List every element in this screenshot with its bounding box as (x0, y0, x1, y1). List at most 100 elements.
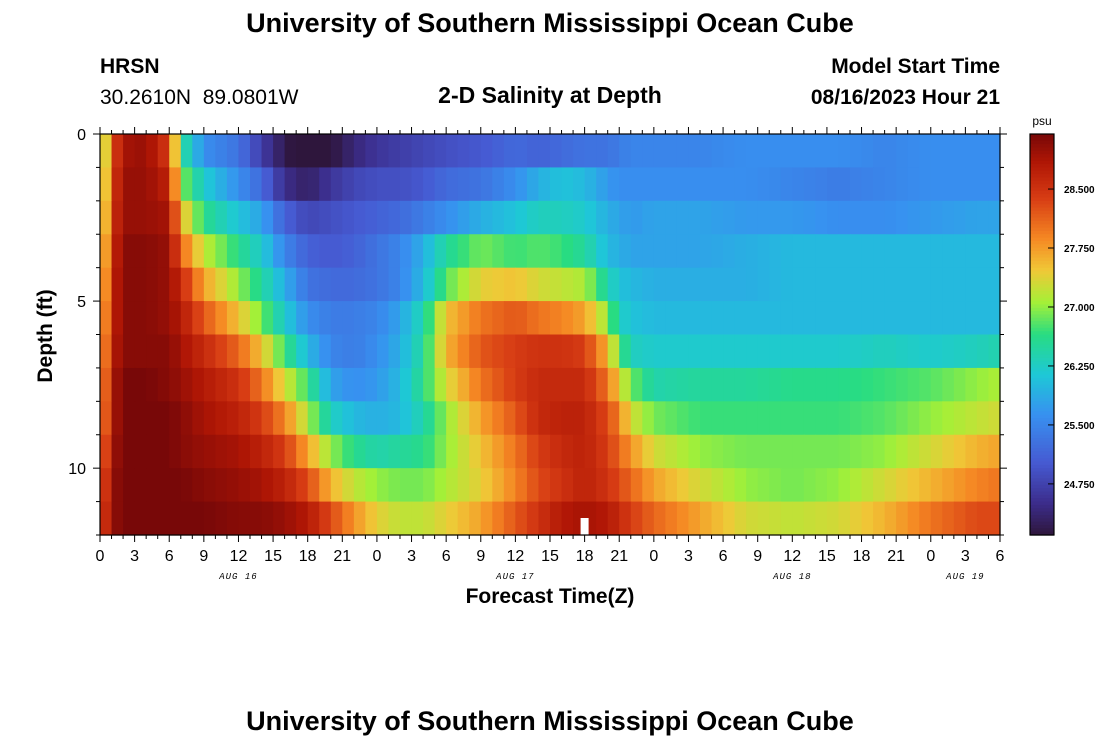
heatmap-cell (180, 401, 193, 436)
colorbar-segment (1030, 150, 1054, 155)
heatmap-cell (757, 267, 770, 302)
heatmap-cell (976, 468, 990, 503)
heatmap-cell (250, 367, 263, 402)
colorbar-segment (1030, 311, 1054, 316)
heatmap-cell (238, 401, 251, 436)
heatmap-cell (746, 334, 759, 369)
colorbar-segment (1030, 448, 1054, 453)
heatmap-cell (100, 501, 113, 536)
heatmap-cell (146, 267, 159, 302)
heatmap-cell (342, 234, 355, 269)
colorbar: 28.500 27.750 27.000 26.250 25.500 24.750 (1029, 133, 1095, 536)
heatmap-cell (411, 234, 424, 269)
heatmap-cell (815, 234, 828, 269)
heatmap-cell (319, 501, 332, 536)
colorbar-segment (1030, 354, 1054, 359)
heatmap-cell (203, 401, 216, 436)
heatmap-cell (388, 301, 401, 336)
heatmap-cell (342, 267, 355, 302)
heatmap-cell (976, 267, 990, 302)
heatmap-cell (376, 501, 390, 536)
heatmap-cell (930, 401, 943, 436)
colorbar-segment (1030, 458, 1054, 463)
heatmap-cell (284, 267, 297, 302)
colorbar-segment (1030, 397, 1054, 402)
heatmap-cell (561, 200, 574, 235)
heatmap-cell (250, 167, 263, 202)
heatmap-cell (273, 200, 286, 235)
heatmap-cell (757, 167, 770, 202)
heatmap-cell (446, 501, 459, 536)
heatmap-cell (676, 167, 690, 202)
colorbar-segment (1030, 200, 1054, 205)
heatmap-cell (388, 468, 401, 503)
heatmap-cell (815, 434, 828, 469)
heatmap-cell (988, 234, 1001, 269)
heatmap-cell (803, 434, 816, 469)
heatmap-cell (480, 334, 493, 369)
heatmap-cell (942, 200, 955, 235)
heatmap-cell (746, 434, 759, 469)
heatmap-cell (861, 167, 874, 202)
heatmap-cell (803, 468, 816, 503)
heatmap-cell (526, 167, 540, 202)
heatmap-cell (226, 401, 240, 436)
heatmap-cell (930, 334, 943, 369)
heatmap-cell (192, 301, 205, 336)
heatmap-cell (111, 301, 124, 336)
heatmap-cell (480, 501, 493, 536)
colorbar-segment (1030, 247, 1054, 252)
x-tick-label: 6 (442, 548, 451, 565)
colorbar-segment (1030, 374, 1054, 379)
heatmap-cell (492, 267, 505, 302)
heatmap-cell (100, 434, 113, 469)
heatmap-cell (365, 200, 378, 235)
heatmap-cell (573, 334, 586, 369)
heatmap-cell (930, 234, 943, 269)
heatmap-cell (826, 401, 840, 436)
colorbar-segment (1030, 364, 1054, 369)
heatmap-cell (146, 401, 159, 436)
heatmap-cell (123, 468, 136, 503)
heatmap-cell (203, 200, 216, 235)
colorbar-segment (1030, 528, 1054, 533)
heatmap-cell (273, 167, 286, 202)
colorbar-segment (1030, 324, 1054, 329)
heatmap-cell (653, 267, 666, 302)
colorbar-segment (1030, 137, 1054, 142)
heatmap-cell (203, 167, 216, 202)
heatmap-cell (953, 367, 966, 402)
heatmap-cell (630, 134, 643, 169)
x-tick-label: 0 (926, 548, 935, 565)
heatmap-cell (757, 468, 770, 503)
colorbar-segment (1030, 184, 1054, 189)
heatmap-cell (111, 334, 124, 369)
heatmap-cell (492, 200, 505, 235)
heatmap-cell (746, 367, 759, 402)
heatmap-cell (584, 200, 597, 235)
heatmap-cell (873, 267, 886, 302)
heatmap-cell (688, 134, 701, 169)
heatmap-cell (238, 200, 251, 235)
heatmap-cell (100, 401, 113, 436)
heatmap-cell (850, 267, 863, 302)
colorbar-segment (1030, 174, 1054, 179)
heatmap-cell (826, 234, 840, 269)
heatmap-cell (873, 501, 886, 536)
heatmap-cell (653, 234, 666, 269)
heatmap-cell (780, 468, 793, 503)
heatmap-cell (965, 367, 978, 402)
colorbar-segment (1030, 434, 1054, 439)
heatmap-cell (411, 334, 424, 369)
heatmap-cell (642, 334, 655, 369)
heatmap-cell (503, 501, 516, 536)
heatmap-cell (319, 401, 332, 436)
heatmap-cell (700, 234, 713, 269)
heatmap-cell (596, 334, 609, 369)
heatmap-cell (457, 301, 470, 336)
heatmap-cell (342, 200, 355, 235)
heatmap-cell (134, 367, 147, 402)
heatmap-cell (180, 367, 193, 402)
colorbar-segment (1030, 491, 1054, 496)
heatmap-cell (619, 334, 632, 369)
